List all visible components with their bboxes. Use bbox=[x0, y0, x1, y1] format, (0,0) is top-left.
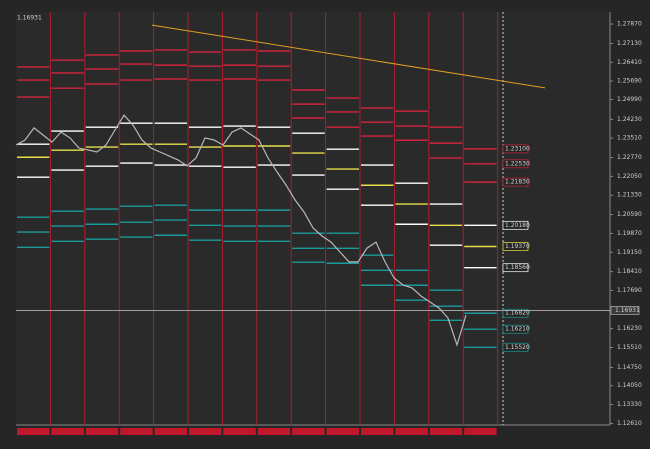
date-box bbox=[223, 428, 256, 435]
date-box bbox=[429, 428, 463, 435]
y-tick-label: 1.22050 bbox=[617, 173, 642, 180]
level-label: 1.15520 bbox=[505, 344, 530, 351]
level-label: 1.20180 bbox=[505, 222, 530, 229]
date-box bbox=[326, 428, 359, 435]
y-tick-label: 1.27870 bbox=[617, 21, 642, 28]
y-tick-label: 1.26410 bbox=[617, 59, 642, 66]
y-tick-label: 1.21330 bbox=[617, 192, 642, 199]
y-tick-label: 1.19870 bbox=[617, 230, 642, 237]
level-label: 1.16820 bbox=[505, 310, 530, 317]
current-price-label: 1.16931 bbox=[17, 15, 42, 22]
y-tick-label: 1.27130 bbox=[617, 40, 642, 47]
level-label: 1.21830 bbox=[505, 179, 530, 186]
y-tick-label: 1.17690 bbox=[617, 287, 642, 294]
date-box bbox=[17, 428, 50, 435]
date-box bbox=[85, 428, 119, 435]
current-price-box bbox=[610, 306, 640, 315]
date-box bbox=[292, 428, 325, 435]
level-label-box bbox=[502, 324, 529, 334]
y-tick-label: 1.22770 bbox=[617, 154, 642, 161]
y-tick-label: 1.20590 bbox=[617, 211, 642, 218]
level-label-box bbox=[502, 263, 529, 273]
trendline bbox=[151, 24, 546, 89]
current-price-axis-label: 1.16931 bbox=[615, 307, 640, 314]
y-tick-label: 1.24230 bbox=[617, 116, 642, 123]
level-label: 1.19370 bbox=[505, 243, 530, 250]
date-box bbox=[395, 428, 428, 435]
y-tick-label: 1.13330 bbox=[617, 401, 642, 408]
level-label-box bbox=[502, 342, 529, 352]
level-label-box bbox=[502, 177, 529, 187]
date-box bbox=[189, 428, 222, 435]
level-label: 1.23100 bbox=[505, 145, 530, 152]
level-label-box bbox=[502, 159, 529, 169]
date-box bbox=[51, 428, 84, 435]
y-tick-label: 1.25690 bbox=[617, 78, 642, 85]
level-label-box bbox=[502, 144, 529, 154]
date-box bbox=[120, 428, 153, 435]
level-label-box bbox=[502, 220, 529, 230]
y-tick-label: 1.15510 bbox=[617, 344, 642, 351]
level-label-box bbox=[502, 242, 529, 251]
y-tick-label: 1.24990 bbox=[617, 96, 642, 103]
y-tick-label: 1.19150 bbox=[617, 249, 642, 256]
y-tick-label: 1.14050 bbox=[617, 382, 642, 389]
y-tick-label: 1.16230 bbox=[617, 325, 642, 332]
price-line bbox=[15, 114, 467, 347]
date-box bbox=[154, 428, 187, 435]
plot-area bbox=[16, 12, 610, 425]
date-box bbox=[361, 428, 394, 435]
level-label: 1.16210 bbox=[505, 326, 530, 333]
y-tick-label: 1.18410 bbox=[617, 268, 642, 275]
level-label-box bbox=[502, 308, 529, 318]
date-box bbox=[257, 428, 291, 435]
y-tick-label: 1.23510 bbox=[617, 135, 642, 142]
level-label: 1.18560 bbox=[505, 264, 530, 271]
level-label: 1.22530 bbox=[505, 160, 530, 167]
y-tick-label: 1.14750 bbox=[617, 364, 642, 371]
date-box bbox=[464, 428, 497, 435]
y-tick-label: 1.12610 bbox=[617, 420, 642, 427]
